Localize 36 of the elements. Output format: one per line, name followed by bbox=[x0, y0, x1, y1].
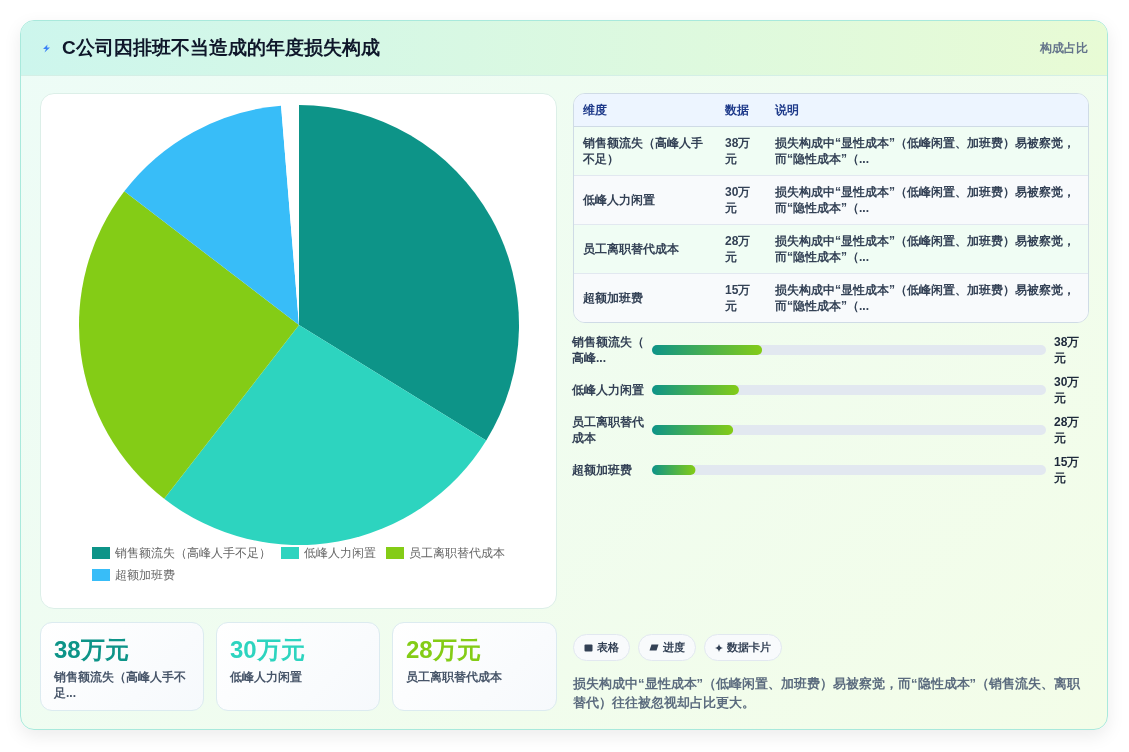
y-tick-label: 低峰人力闲置 bbox=[571, 383, 644, 397]
tag-chip: 数据卡片 bbox=[704, 634, 782, 661]
y-tick-label: 超额加班费 bbox=[571, 463, 632, 477]
text: 损失构成中“显性成本”（低峰闲置、加班费）易被察觉，而“隐性成本”（... bbox=[766, 126, 1088, 176]
text: 38万元 bbox=[54, 636, 129, 663]
text: 30万元 bbox=[230, 636, 305, 663]
data-label: 30万元 bbox=[1053, 375, 1080, 405]
legend-label: 超额加班费 bbox=[115, 568, 175, 582]
category-label: 低峰人力闲置 bbox=[230, 669, 303, 685]
legend-label: 低峰人力闲置 bbox=[304, 546, 376, 560]
category-label: 销售额流失（高峰人手不足... bbox=[54, 669, 187, 701]
y-tick-label: 员工离职替代成本 bbox=[571, 415, 644, 445]
text: 说明 bbox=[766, 94, 1088, 127]
text: 数据 bbox=[716, 94, 766, 127]
data-label: 28万元 bbox=[1053, 415, 1080, 445]
data-label: 38万元 bbox=[1053, 335, 1080, 365]
legend-label: 员工离职替代成本 bbox=[409, 546, 505, 560]
text: 构成占比 bbox=[1040, 40, 1088, 56]
tag-chip: 表格 bbox=[573, 634, 630, 661]
legend-label: 销售额流失（高峰人手不足） bbox=[114, 546, 271, 560]
text: 维度 bbox=[574, 94, 716, 127]
tag-chip: 进度 bbox=[638, 634, 696, 661]
text: 38万元 bbox=[725, 136, 751, 166]
data-label: 15万元 bbox=[1053, 455, 1080, 485]
text: 损失构成中“显性成本”（低峰闲置、加班费）易被察觉，而“隐性成本”（... bbox=[766, 273, 1088, 322]
text: 损失构成中“显性成本”（低峰闲置、加班费）易被察觉，而“隐性成本”（... bbox=[766, 175, 1088, 225]
text: 28万元 bbox=[725, 234, 751, 264]
text: 15万元 bbox=[725, 283, 751, 313]
text: 损失构成中“显性成本”（低峰闲置、加班费）易被察觉，而“隐性成本”（销售流失、离职替代）往往被忽视却占比更大。 bbox=[573, 675, 1081, 712]
text: 损失构成中“显性成本”（低峰闲置、加班费）易被察觉，而“隐性成本”（... bbox=[766, 224, 1088, 274]
text: C公司因排班不当造成的年度损失构成 bbox=[62, 36, 380, 60]
category-label: 销售额流失（高峰人手不足） bbox=[574, 126, 716, 176]
text: 28万元 bbox=[406, 636, 481, 663]
text: 30万元 bbox=[725, 185, 751, 215]
y-tick-label: 销售额流失（高峰... bbox=[571, 335, 644, 365]
category-label: 员工离职替代成本 bbox=[406, 669, 503, 685]
